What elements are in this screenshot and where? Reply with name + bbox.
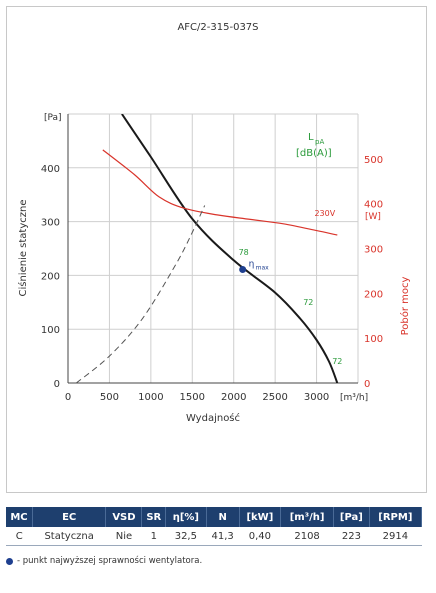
y-left-tick-label: 400 [41,164,60,175]
y-left-unit-label: [Pa] [44,113,62,123]
specs-table: MC EC VSD SR η[%] N [kW] [m³/h] [Pa] [RP… [6,507,423,546]
header-sr: SR [141,507,167,527]
cell-kw: 0,40 [239,527,281,546]
x-tick-label: 3000 [304,392,329,403]
y-left-tick-label: 0 [54,379,60,390]
specs-header-row: MC EC VSD SR η[%] N [kW] [m³/h] [Pa] [RP… [6,507,423,527]
series-pressure-line [121,114,339,383]
eta-max-label-sub: max [256,264,270,271]
cell-eta: 32,5 [165,527,207,546]
y-right-tick-label: 200 [364,289,383,300]
cell-ec: Statyczna [32,527,106,546]
legend-lpa-sub: pA [315,138,324,146]
y-right-tick-label: 500 [364,155,383,166]
series-system-curve-line [75,205,206,383]
footnote: - punkt najwyższej sprawności wentylator… [6,556,202,566]
cell-flow: 2108 [280,527,334,546]
annotation-label: 78 [239,248,249,257]
cell-sr: 1 [141,527,166,546]
x-axis-label: Wydajność [186,412,240,424]
eta-max-point [239,265,247,273]
x-tick-label: 0 [65,392,71,403]
y-right-tick-label: 100 [364,334,383,345]
x-tick-label: 500 [100,392,119,403]
legend-lpa: L [308,132,314,143]
x-tick-label: 2000 [221,392,246,403]
cell-n: 41,3 [206,527,240,546]
cell-vsd: Nie [105,527,142,546]
annotation-label: 72 [332,357,342,366]
x-tick-label: 2500 [262,392,287,403]
table-row: C Statyczna Nie 1 32,5 41,3 0,40 2108 22… [6,527,422,546]
y-left-tick-label: 100 [41,325,60,336]
header-eta: η[%] [165,507,207,527]
y-right-tick-label: 400 [364,200,383,211]
header-flow: [m³/h] [280,507,335,527]
header-rpm: [RPM] [369,507,423,527]
eta-max-dot-icon [6,557,13,565]
y-right-tick-label: 300 [364,245,383,256]
header-vsd: VSD [105,507,143,527]
chart-frame [6,6,427,493]
x-tick-label: 1500 [180,392,205,403]
footnote-text: - punkt najwyższej sprawności wentylator… [17,556,203,566]
x-tick-label: 1000 [138,392,163,403]
annotation-label: 72 [303,298,313,307]
y-left-tick-label: 300 [41,218,60,229]
series-power-line [102,149,338,236]
y-left-tick-label: 200 [41,271,60,282]
y-left-axis-label: Ciśnienie statyczne [17,199,29,296]
header-mc: MC [6,507,33,527]
cell-pa: 223 [333,527,370,546]
cell-rpm: 2914 [369,527,422,546]
header-ec: EC [32,507,107,527]
annotation-label: 230V [314,209,335,218]
y-right-axis-label: Pobór mocy [399,277,411,336]
legend-unit: [dB(A)] [296,148,332,159]
header-n: N [206,507,240,527]
eta-max-label: η [249,259,255,269]
y-right-tick-label: 0 [364,379,370,390]
header-kw: [kW] [239,507,282,527]
y-right-unit-label: [W] [365,212,381,222]
header-pa: [Pa] [333,507,370,527]
cell-mc: C [6,527,33,546]
chart-title: AFC/2-315-037S [177,22,258,33]
x-unit-label: [m³/h] [340,393,368,403]
